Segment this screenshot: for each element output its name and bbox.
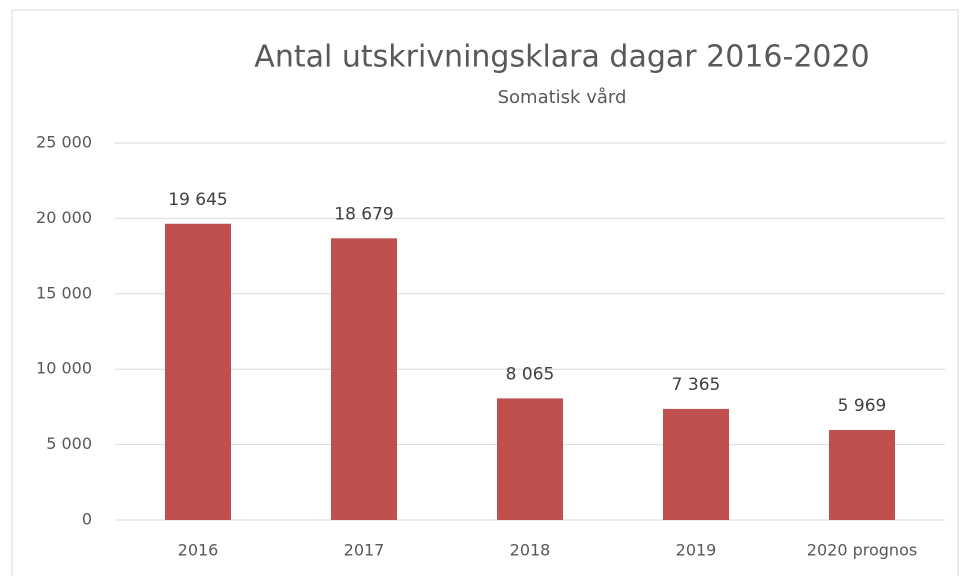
y-tick-label: 25 000	[36, 133, 92, 152]
chart-subtitle: Somatisk vård	[498, 87, 627, 108]
y-tick-label: 5 000	[46, 434, 92, 453]
value-label: 18 679	[334, 204, 393, 224]
bar	[829, 429, 895, 520]
x-tick-label: 2017	[344, 541, 385, 560]
x-tick-label: 2016	[178, 541, 219, 560]
chart-frame	[11, 9, 959, 576]
y-tick-label: 10 000	[36, 359, 92, 378]
x-tick-label: 2018	[510, 541, 551, 560]
x-tick-label: 2020 prognos	[807, 541, 917, 560]
value-label: 19 645	[168, 190, 227, 210]
y-tick-label: 0	[82, 510, 92, 529]
bar	[663, 408, 729, 520]
value-label: 7 365	[672, 375, 721, 395]
bar	[331, 238, 397, 520]
y-tick-label: 20 000	[36, 208, 92, 227]
bar	[165, 223, 231, 520]
x-tick-label: 2019	[676, 541, 717, 560]
value-label: 5 969	[838, 396, 887, 416]
y-tick-label: 15 000	[36, 283, 92, 302]
bar	[497, 398, 563, 520]
chart-title: Antal utskrivningsklara dagar 2016-2020	[254, 40, 869, 75]
value-label: 8 065	[506, 364, 555, 384]
